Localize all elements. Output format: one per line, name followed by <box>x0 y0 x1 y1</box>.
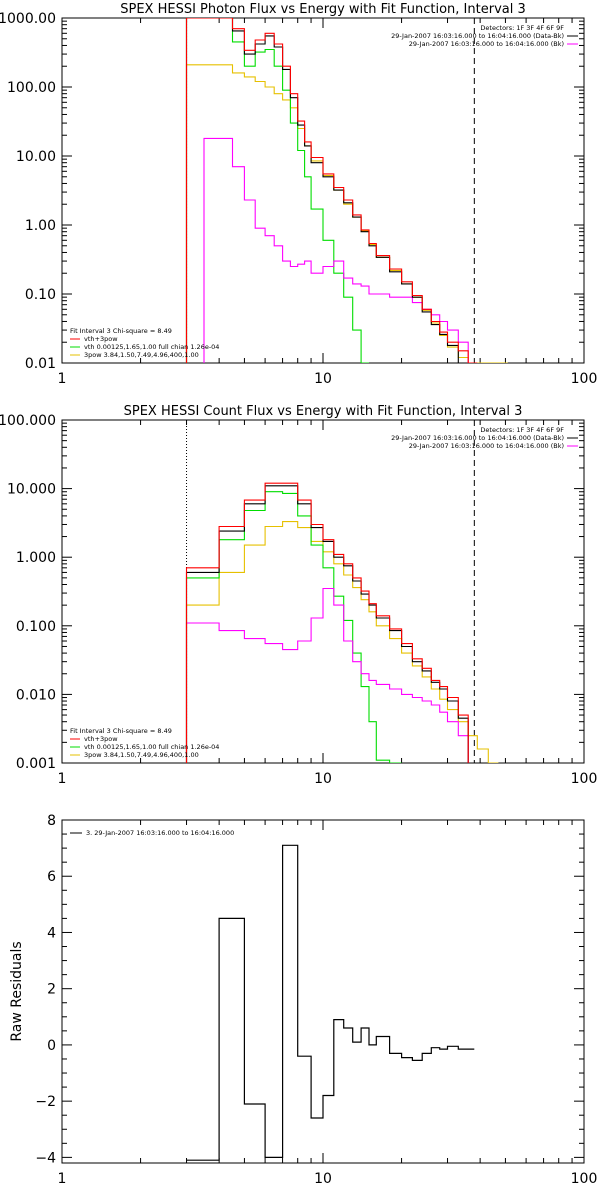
y-tick-label: 1000.00 <box>0 11 56 27</box>
series-total <box>185 482 469 763</box>
y-tick-label: 100.000 <box>0 413 56 429</box>
x-tick-label: 1 <box>58 1171 67 1187</box>
series-vth <box>185 18 369 363</box>
y-axis: −4 −2 0 2 4 6 8 <box>35 813 584 1166</box>
legend-label: 3. 29-Jan-2007 16:03:16.000 to 16:04:16.… <box>86 829 234 837</box>
series-background <box>185 587 469 763</box>
y-tick-label: 10.000 <box>7 482 56 498</box>
x-tick-label: 10 <box>314 1171 332 1187</box>
x-axis: 1 10 100 <box>58 420 598 787</box>
y-tick-label: 10.00 <box>16 149 56 165</box>
fit-component-label: 3pow 3.84,1.50,7.49,4.96,400,1.00 <box>84 351 199 359</box>
header-line: 29-Jan-2007 16:03:16.000 to 16:04:16.000… <box>391 434 564 442</box>
y-tick-label: −2 <box>35 1094 56 1110</box>
chart-title: SPEX HESSI Photon Flux vs Energy with Fi… <box>120 2 526 17</box>
residual-series <box>186 844 475 1161</box>
header-line: 29-Jan-2007 16:03:16.000 to 16:04:16.000… <box>409 442 564 450</box>
fit-component-label: vth 0.00125,1.65,1.00 full chian 1.26e-0… <box>84 343 219 351</box>
y-tick-label: 1.00 <box>25 218 56 234</box>
y-tick-label: 4 <box>47 925 56 941</box>
y-axis-label: Raw Residuals <box>9 941 25 1041</box>
y-tick-label: 2 <box>47 982 56 998</box>
plot-frame <box>61 17 585 364</box>
y-tick-label: 8 <box>47 813 56 829</box>
series-total <box>185 18 478 363</box>
y-tick-label: −4 <box>35 1150 56 1166</box>
y-tick-label: 1.000 <box>16 550 56 566</box>
y-axis: 0.001 0.010 0.100 1.000 10.000 100.000 <box>0 413 584 772</box>
panel-3: 1 10 100 −4 −2 0 2 4 6 8 Raw Residuals 3. 29-Jan-20… <box>9 813 597 1187</box>
data-series <box>185 18 508 363</box>
data-series <box>186 844 475 1161</box>
fit-legend: Fit Interval 3 Chi-square = 8.49vth+3pow… <box>70 327 219 359</box>
fit-component-label: vth+3pow <box>84 335 118 343</box>
series-background <box>203 137 469 363</box>
header-line: 29-Jan-2007 16:03:16.000 to 16:04:16.000… <box>409 40 564 48</box>
y-tick-label: 100.00 <box>7 80 56 96</box>
x-axis: 1 10 100 <box>58 820 598 1187</box>
y-tick-label: 0.01 <box>25 356 56 372</box>
x-tick-label: 1 <box>58 371 67 387</box>
y-tick-label: 0.10 <box>25 287 56 303</box>
fit-legend: Fit Interval 3 Chi-square = 8.49vth+3pow… <box>70 727 219 759</box>
y-tick-label: 0 <box>47 1038 56 1054</box>
y-axis: 0.01 0.10 1.00 10.00 100.00 1000.00 <box>0 11 584 372</box>
x-tick-label: 100 <box>571 1171 598 1187</box>
header-line: 29-Jan-2007 16:03:16.000 to 16:04:16.000… <box>391 32 564 40</box>
panel-1: SPEX HESSI Photon Flux vs Energy with Fi… <box>0 2 597 387</box>
data-series <box>185 482 499 763</box>
header-line: Detectors: 1F 3F 4F 6F 9F <box>480 426 564 434</box>
x-tick-label: 10 <box>314 371 332 387</box>
x-tick-label: 1 <box>58 771 67 787</box>
fit-component-label: vth+3pow <box>84 735 118 743</box>
x-axis: 1 10 100 <box>58 18 598 387</box>
fit-component-label: vth 0.00125,1.65,1.00 full chian 1.26e-0… <box>84 743 219 751</box>
fit-summary: Fit Interval 3 Chi-square = 8.49 <box>70 327 172 335</box>
panel-2: SPEX HESSI Count Flux vs Energy with Fit… <box>0 404 597 787</box>
series-data <box>185 485 469 763</box>
y-tick-label: 0.001 <box>16 756 56 772</box>
header-line: Detectors: 1F 3F 4F 6F 9F <box>480 24 564 32</box>
chart-title: SPEX HESSI Count Flux vs Energy with Fit… <box>124 404 523 419</box>
x-tick-label: 100 <box>571 771 598 787</box>
series-spow <box>185 64 508 363</box>
y-tick-label: 6 <box>47 869 56 885</box>
residual-legend: 3. 29-Jan-2007 16:03:16.000 to 16:04:16.… <box>70 829 234 837</box>
x-tick-label: 100 <box>571 371 598 387</box>
y-tick-label: 0.100 <box>16 619 56 635</box>
series-data <box>185 18 459 363</box>
fit-component-label: 3pow 3.84,1.50,7.49,4.96,400,1.00 <box>84 751 199 759</box>
x-tick-label: 10 <box>314 771 332 787</box>
y-tick-label: 0.010 <box>16 687 56 703</box>
series-spow <box>185 521 499 763</box>
fit-summary: Fit Interval 3 Chi-square = 8.49 <box>70 727 172 735</box>
